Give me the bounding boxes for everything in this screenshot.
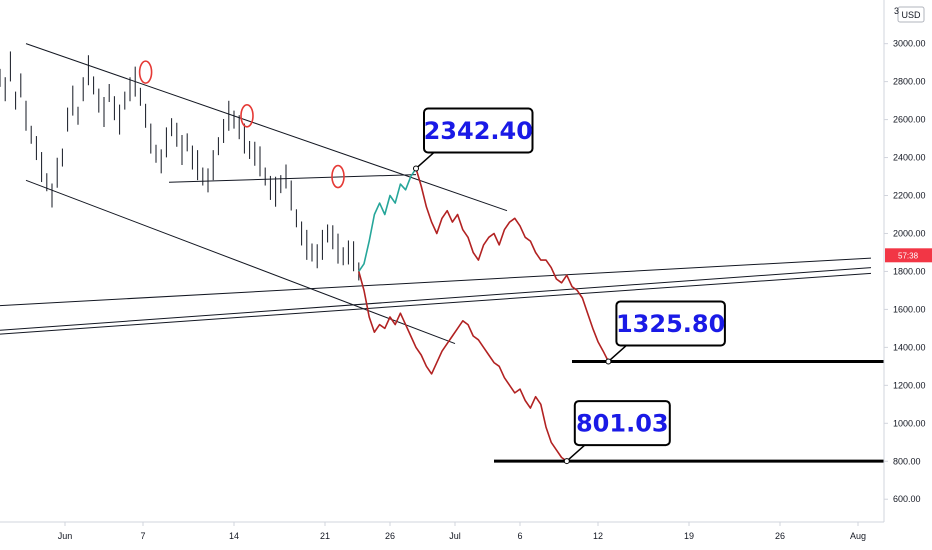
trend-line[interactable]: [0, 257, 872, 307]
time-tick-label: Jun: [58, 531, 73, 541]
time-tick-label: 26: [775, 531, 785, 541]
projection-line-2[interactable]: [358, 271, 568, 462]
callouts: 2342.40 1325.80 801.03: [413, 107, 726, 465]
trend-lines: [0, 43, 872, 345]
price-axis[interactable]: 600.00 800.00 1000.00 1200.00 1400.00 1600.00…: [884, 39, 926, 505]
time-tick-label: 7: [140, 531, 145, 541]
price-tick-label: 2800.00: [893, 77, 926, 87]
time-tick-label: 14: [229, 531, 239, 541]
currency-badge[interactable]: USD: [897, 6, 925, 23]
highlight-circle: [331, 164, 345, 189]
time-tick-label: 19: [684, 531, 694, 541]
time-tick-label: 6: [517, 531, 522, 541]
projection-line-3[interactable]: [415, 168, 610, 362]
price-callout[interactable]: 801.03: [563, 400, 671, 465]
time-tick-label: 12: [593, 531, 603, 541]
projection-series: [358, 168, 610, 462]
current-price-tag: 57:38: [885, 248, 932, 263]
callout-box: [423, 107, 534, 154]
callout-box: [615, 300, 726, 347]
trend-line[interactable]: [168, 174, 417, 183]
highlight-circle: [138, 60, 153, 84]
price-axis-top-label: 3: [894, 6, 899, 16]
trend-line[interactable]: [25, 43, 508, 212]
currency-label: USD: [901, 10, 921, 20]
callout-box: [573, 400, 671, 447]
price-tick-label: 1400.00: [893, 342, 926, 352]
price-tick-label: 1200.00: [893, 380, 926, 390]
price-tick-label: 2000.00: [893, 228, 926, 238]
trend-line[interactable]: [0, 267, 872, 331]
price-tick-label: 1600.00: [893, 304, 926, 314]
price-tick-label: 800.00: [893, 456, 921, 466]
price-tick-label: 1800.00: [893, 266, 926, 276]
highlight-circles: [138, 60, 345, 189]
callout-pointer: [607, 344, 627, 363]
highlight-circle: [240, 103, 254, 128]
price-tick-label: 2200.00: [893, 191, 926, 201]
trend-line[interactable]: [0, 272, 872, 335]
callout-value: 2342.40: [424, 117, 533, 145]
trend-line[interactable]: [25, 179, 456, 345]
callout-value: 1325.80: [616, 310, 725, 338]
price-tick-label: 2600.00: [893, 115, 926, 125]
price-bars: [0, 51, 360, 281]
callout-value: 801.03: [576, 410, 669, 438]
plot-area: [0, 0, 884, 522]
price-callout[interactable]: 1325.80: [605, 300, 726, 365]
callout-pointer: [566, 444, 586, 462]
support-levels: [494, 359, 884, 463]
price-tick-label: 1000.00: [893, 418, 926, 428]
price-tick-label: 600.00: [893, 494, 921, 504]
time-tick-label: 26: [385, 531, 395, 541]
current-price-label: 57:38: [898, 251, 919, 260]
callout-anchor-dot: [413, 165, 419, 172]
price-tick-label: 2400.00: [893, 153, 926, 163]
callout-pointer: [415, 151, 435, 170]
price-tick-label: 3000.00: [893, 39, 926, 49]
time-tick-label: Aug: [850, 531, 866, 541]
time-tick-label: Jul: [449, 531, 461, 541]
price-callout[interactable]: 2342.40: [413, 107, 534, 172]
callout-anchor-dot: [563, 458, 570, 465]
time-tick-label: 21: [320, 531, 330, 541]
callout-anchor-dot: [605, 358, 612, 365]
time-axis[interactable]: Jun 7 14 21 26 Jul 6 12 19 26 Aug: [58, 522, 866, 541]
projection-line-1[interactable]: [358, 168, 417, 272]
